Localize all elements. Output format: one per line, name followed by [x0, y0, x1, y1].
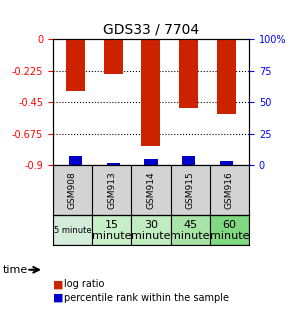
Text: 45
minute: 45 minute: [171, 219, 210, 241]
Text: GSM915: GSM915: [186, 171, 195, 209]
FancyBboxPatch shape: [92, 215, 131, 245]
Text: 5 minute: 5 minute: [54, 226, 91, 235]
FancyBboxPatch shape: [171, 215, 210, 245]
Bar: [182, 156, 195, 165]
Title: GDS33 / 7704: GDS33 / 7704: [103, 23, 199, 37]
Text: log ratio: log ratio: [64, 280, 105, 289]
Bar: [69, 156, 82, 165]
Text: 15
minute: 15 minute: [92, 219, 131, 241]
Text: GSM914: GSM914: [146, 171, 155, 209]
FancyBboxPatch shape: [210, 215, 249, 245]
Text: GSM908: GSM908: [68, 171, 77, 209]
Text: GSM916: GSM916: [225, 171, 234, 209]
Text: 30
minute: 30 minute: [131, 219, 171, 241]
Bar: [107, 163, 120, 165]
Bar: [66, 39, 85, 91]
Text: ■: ■: [53, 293, 63, 302]
FancyBboxPatch shape: [131, 215, 171, 245]
Text: ■: ■: [53, 280, 63, 289]
Bar: [144, 159, 158, 165]
Bar: [220, 161, 233, 165]
Text: time: time: [3, 265, 28, 275]
Bar: [142, 39, 160, 146]
Bar: [104, 39, 122, 74]
Bar: [179, 39, 198, 108]
Text: 60
minute: 60 minute: [210, 219, 249, 241]
Text: GSM913: GSM913: [107, 171, 116, 209]
Text: percentile rank within the sample: percentile rank within the sample: [64, 293, 229, 302]
Bar: [217, 39, 236, 114]
FancyBboxPatch shape: [53, 215, 92, 245]
